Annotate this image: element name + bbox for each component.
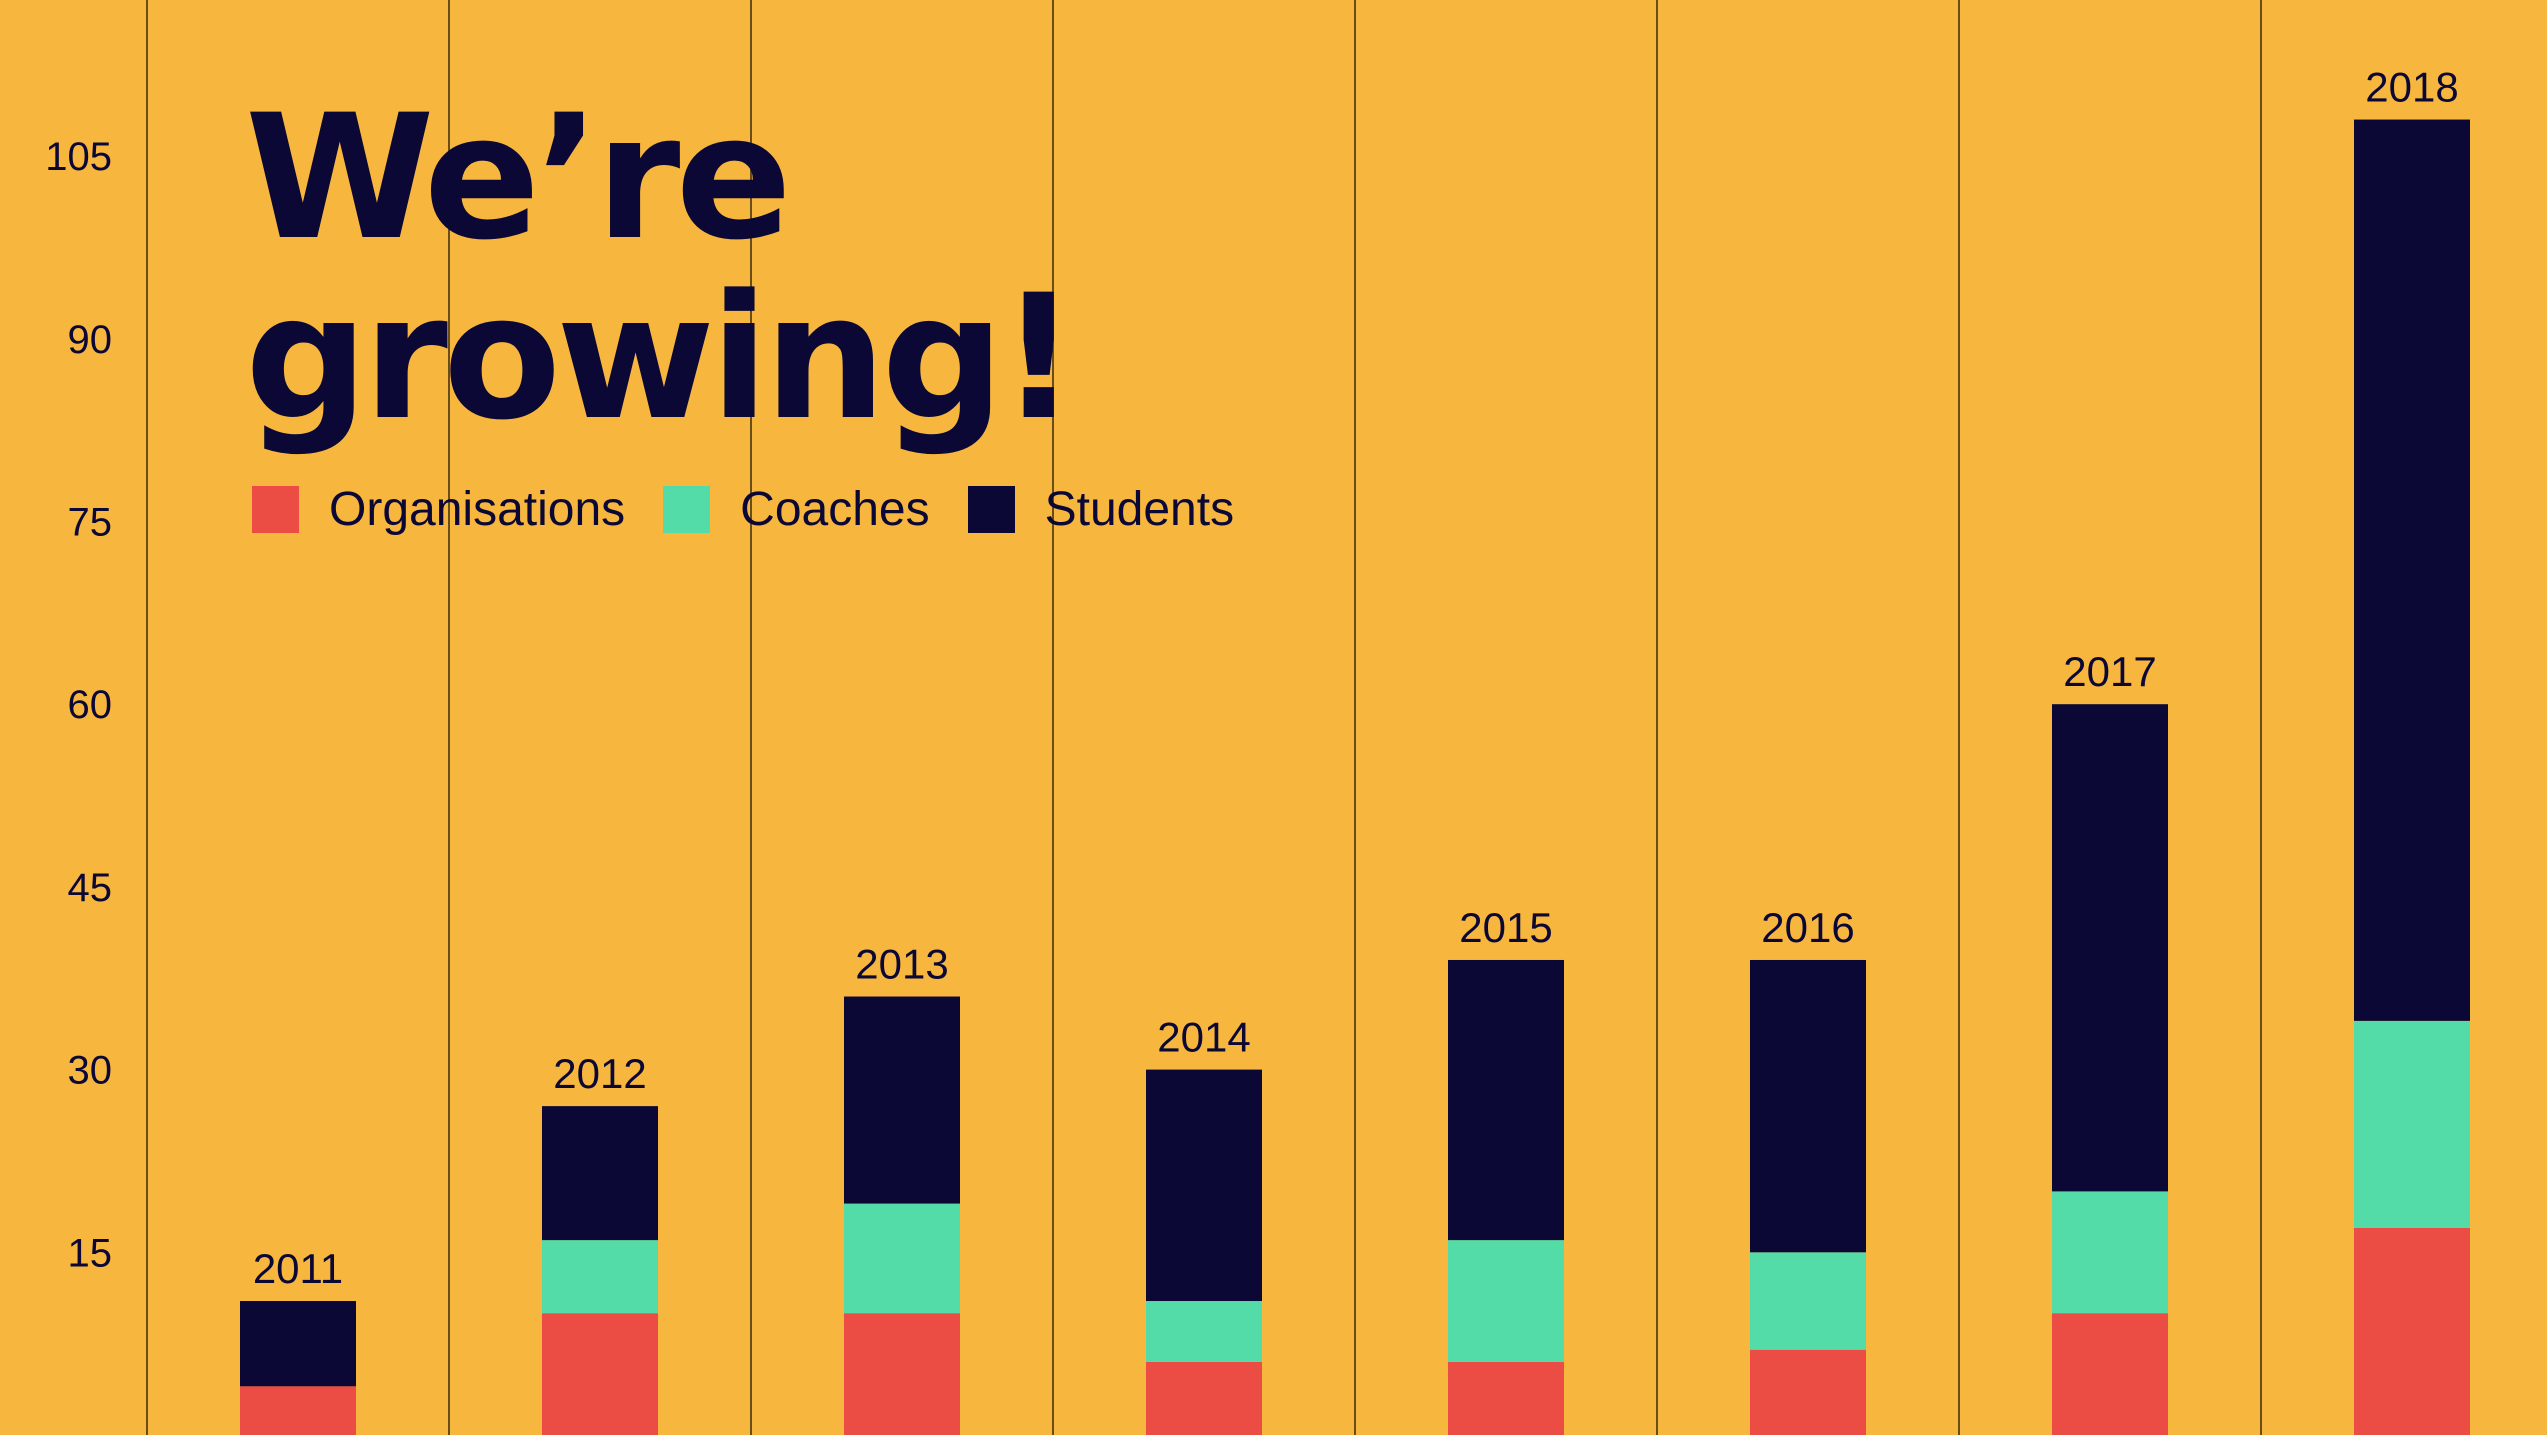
y-tick-label-60: 60	[68, 683, 113, 727]
bar-students-2017	[2052, 704, 2168, 1192]
chart-title-line-2: growing!	[245, 257, 1078, 458]
category-label-2013: 2013	[855, 941, 948, 988]
legend-swatch-coaches	[663, 486, 711, 533]
bar-organisations-2016	[1750, 1349, 1866, 1435]
legend-label-organisations: Organisations	[329, 483, 626, 536]
y-tick-label-30: 30	[68, 1049, 113, 1093]
bar-students-2011	[240, 1301, 356, 1387]
category-label-2014: 2014	[1157, 1014, 1250, 1061]
legend-item-coaches: Coaches	[663, 482, 930, 537]
chart-title-line-1: We’re	[245, 77, 792, 278]
y-tick-label-105: 105	[45, 135, 112, 179]
category-label-2018: 2018	[2365, 64, 2458, 111]
bar-organisations-2017	[2052, 1313, 2168, 1435]
bar-organisations-2013	[844, 1313, 960, 1435]
bar-coaches-2016	[1750, 1252, 1866, 1350]
bar-organisations-2014	[1146, 1361, 1262, 1435]
legend-label-coaches: Coaches	[740, 483, 930, 536]
bar-coaches-2015	[1448, 1240, 1564, 1362]
category-label-2015: 2015	[1459, 904, 1552, 951]
legend-swatch-students	[967, 486, 1015, 533]
legend-item-organisations: Organisations	[252, 482, 625, 537]
bar-students-2013	[844, 996, 960, 1204]
bar-students-2016	[1750, 959, 1866, 1253]
bar-organisations-2012	[542, 1313, 658, 1435]
bar-coaches-2017	[2052, 1191, 2168, 1314]
category-label-2011: 2011	[253, 1245, 343, 1292]
bar-organisations-2018	[2354, 1227, 2470, 1435]
bar-students-2018	[2354, 119, 2470, 1021]
bar-students-2014	[1146, 1069, 1262, 1302]
bar-coaches-2014	[1146, 1301, 1262, 1362]
legend-label-students: Students	[1044, 483, 1235, 536]
y-tick-label-45: 45	[68, 866, 113, 910]
bar-organisations-2011	[240, 1386, 356, 1435]
bar-organisations-2015	[1448, 1361, 1564, 1435]
category-label-2016: 2016	[1761, 904, 1854, 951]
legend-item-students: Students	[967, 482, 1235, 537]
bar-coaches-2013	[844, 1203, 960, 1314]
bar-students-2015	[1448, 959, 1564, 1241]
category-label-2012: 2012	[553, 1050, 646, 1097]
bar-coaches-2012	[542, 1240, 658, 1314]
bar-students-2012	[542, 1106, 658, 1241]
legend-swatch-organisations	[252, 486, 299, 533]
y-tick-label-15: 15	[68, 1231, 113, 1275]
category-label-2017: 2017	[2063, 648, 2156, 695]
bar-coaches-2018	[2354, 1020, 2470, 1228]
y-tick-label-90: 90	[68, 318, 113, 362]
legend: Organisations Coaches Students	[252, 482, 1272, 537]
y-tick-label-75: 75	[68, 501, 113, 545]
